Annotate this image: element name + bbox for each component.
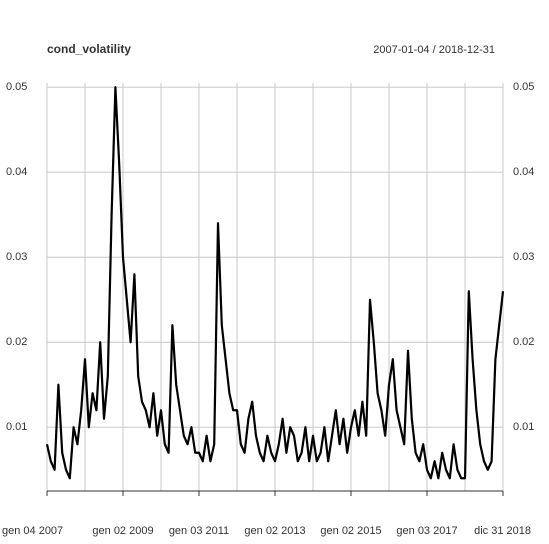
y-tick-label-right: 0.03 xyxy=(513,251,534,263)
x-tick-label: gen 04 2007 xyxy=(2,525,63,537)
y-tick-label: 0.04 xyxy=(6,166,27,178)
y-tick-label: 0.03 xyxy=(6,251,27,263)
y-tick-label: 0.05 xyxy=(6,81,27,93)
x-tick-label: gen 02 2013 xyxy=(244,525,305,537)
volatility-line xyxy=(45,86,505,480)
x-tick-label: gen 02 2009 xyxy=(92,525,153,537)
y-tick-label: 0.01 xyxy=(6,421,27,433)
x-tick-label: gen 02 2015 xyxy=(320,525,381,537)
y-tick-label-right: 0.05 xyxy=(513,81,534,93)
y-tick-label-right: 0.01 xyxy=(513,421,534,433)
x-tick-label: gen 03 2011 xyxy=(169,525,229,537)
chart-title: cond_volatility xyxy=(47,42,131,56)
x-tick-label: dic 31 2018 xyxy=(474,525,531,537)
x-tick-label: gen 03 2017 xyxy=(396,525,457,537)
y-tick-label-right: 0.02 xyxy=(513,336,534,348)
y-tick-label: 0.02 xyxy=(6,336,27,348)
date-range: 2007-01-04 / 2018-12-31 xyxy=(373,44,495,56)
y-tick-label-right: 0.04 xyxy=(513,166,534,178)
